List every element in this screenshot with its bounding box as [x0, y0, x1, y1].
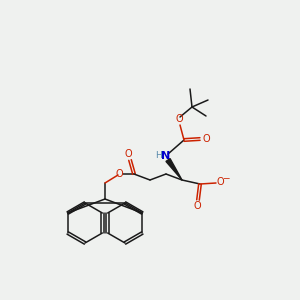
Text: H: H	[154, 152, 161, 160]
Text: O: O	[175, 114, 183, 124]
Text: O: O	[216, 177, 224, 187]
Text: O: O	[124, 149, 132, 159]
Text: N: N	[161, 151, 171, 161]
Text: −: −	[222, 173, 230, 182]
Polygon shape	[166, 159, 182, 180]
Text: O: O	[202, 134, 210, 144]
Text: O: O	[193, 201, 201, 211]
Text: O: O	[115, 169, 123, 179]
